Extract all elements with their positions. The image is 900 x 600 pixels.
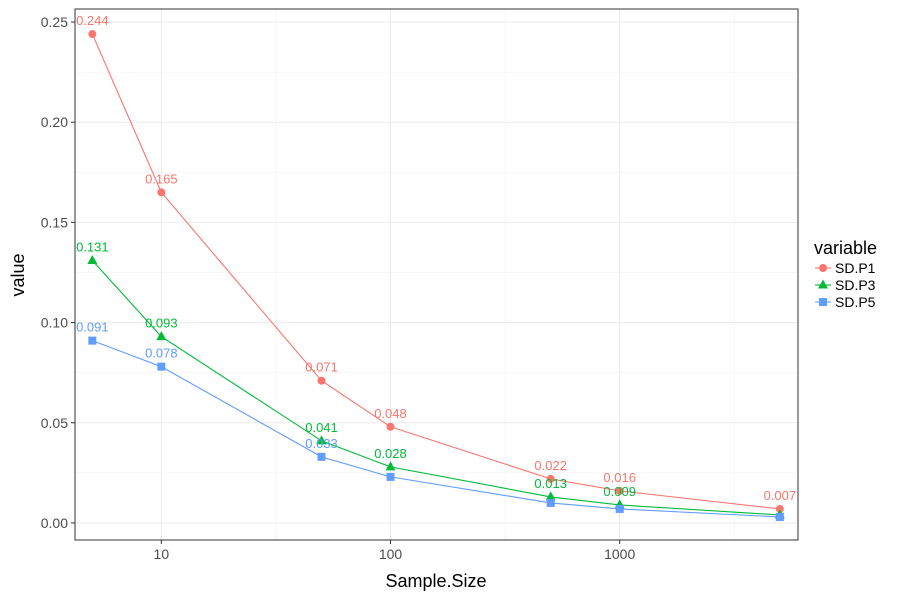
y-tick-label: 0.25: [41, 14, 68, 30]
data-label-sd-p1: 0.016: [603, 470, 636, 485]
data-point-sd-p3: [87, 254, 98, 264]
data-point-sd-p1: [157, 188, 166, 197]
y-tick-label: 0.10: [41, 315, 68, 331]
data-point-sd-p1: [775, 504, 784, 513]
series-sd-p1: [88, 30, 784, 513]
data-label-sd-p5: 0.033: [305, 436, 338, 451]
x-tick-label: 10: [154, 546, 170, 562]
x-axis-title: Sample.Size: [385, 571, 486, 591]
legend-key-marker: [819, 298, 827, 306]
data-point-sd-p1: [88, 30, 97, 39]
data-point-sd-p5: [546, 498, 555, 507]
data-label-sd-p1: 0.007: [764, 488, 797, 503]
data-label-sd-p3: 0.131: [76, 239, 109, 254]
data-label-sd-p3: 0.013: [534, 476, 567, 491]
data-label-sd-p1: 0.071: [305, 360, 338, 375]
data-label-sd-p5: 0.078: [145, 346, 178, 361]
data-point-sd-p5: [317, 452, 326, 461]
data-point-sd-p5: [775, 512, 784, 521]
data-point-sd-p1: [317, 376, 326, 385]
data-label-sd-p1: 0.165: [145, 171, 178, 186]
plot-panel-border: [74, 8, 799, 541]
data-point-sd-p1: [546, 474, 555, 483]
series-sd-p5: [88, 336, 784, 521]
y-tick-label: 0.20: [41, 114, 68, 130]
data-point-sd-p3: [316, 435, 327, 445]
legend-label: SD.P1: [835, 260, 876, 276]
data-label-sd-p3: 0.009: [603, 484, 636, 499]
data-point-sd-p5: [88, 336, 97, 345]
series-sd-p3: [87, 254, 785, 519]
data-label-sd-p1: 0.022: [534, 458, 567, 473]
axis-ticks: 0.00 0.05 0.10 0.15 0.20 0.25 10 100 1000: [41, 14, 636, 562]
data-point-sd-p5: [386, 472, 395, 481]
data-label-sd-p3: 0.028: [374, 446, 407, 461]
data-label-sd-p3: 0.041: [305, 420, 338, 435]
data-point-sd-p5: [615, 504, 624, 513]
legend-label: SD.P3: [835, 277, 876, 293]
data-label-sd-p5: 0.091: [76, 320, 109, 335]
grid: [75, 9, 798, 540]
data-point-sd-p1: [386, 422, 395, 431]
y-tick-label: 0.05: [41, 415, 68, 431]
data-point-sd-p1: [615, 486, 624, 495]
legend-label: SD.P5: [835, 294, 876, 310]
y-tick-label: 0.00: [41, 515, 68, 531]
series-layer: [87, 30, 785, 521]
data-point-sd-p5: [157, 362, 166, 371]
legend-item-sd-p3: SD.P3: [815, 277, 876, 293]
legend-key-marker: [819, 264, 827, 272]
data-point-sd-p3: [385, 461, 396, 471]
data-label-sd-p1: 0.048: [374, 406, 407, 421]
data-labels: 0.244 0.165 0.071 0.048 0.022 0.016 0.007 0.131…: [76, 13, 796, 503]
y-tick-label: 0.15: [41, 214, 68, 230]
y-axis-title: value: [8, 253, 28, 296]
legend-item-sd-p5: SD.P5: [815, 294, 876, 310]
legend-item-sd-p1: SD.P1: [815, 260, 876, 276]
legend-key-marker: [818, 279, 828, 289]
data-label-sd-p3: 0.093: [145, 316, 178, 331]
data-point-sd-p3: [156, 331, 167, 341]
legend-title: variable: [814, 238, 877, 258]
data-point-sd-p3: [545, 491, 556, 501]
x-tick-label: 1000: [604, 546, 635, 562]
x-tick-label: 100: [379, 546, 403, 562]
data-label-sd-p1: 0.244: [76, 13, 109, 28]
